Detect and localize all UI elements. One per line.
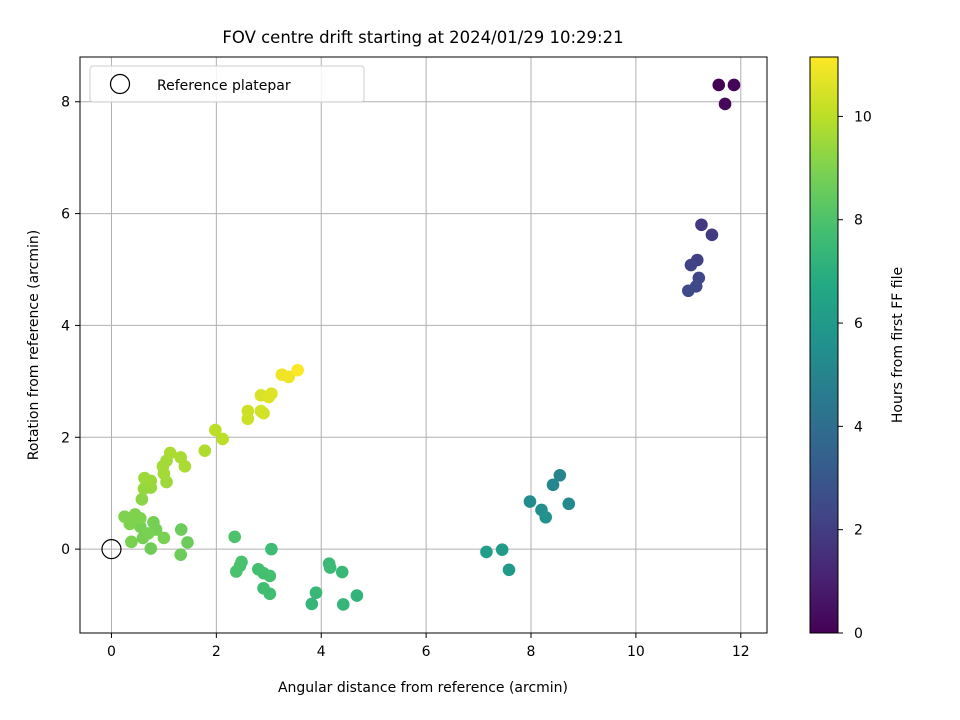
data-point — [135, 493, 149, 506]
data-point — [198, 444, 212, 457]
y-tick-label: 0 — [61, 542, 70, 558]
legend-box — [89, 65, 365, 103]
data-point — [695, 218, 708, 232]
x-tick-label: 8 — [527, 644, 536, 660]
data-point — [144, 474, 158, 488]
y-tick-label: 2 — [61, 430, 70, 446]
colorbar-label: Hours from first FF file — [890, 267, 906, 423]
data-point — [181, 536, 194, 549]
data-point — [350, 589, 364, 602]
data-point — [705, 228, 719, 242]
plot-frame — [79, 56, 768, 634]
legend: Reference platepar — [89, 65, 365, 103]
data-point — [718, 97, 732, 111]
data-point — [252, 562, 265, 576]
x-tick-label: 4 — [317, 644, 326, 660]
reference-marker — [101, 539, 122, 560]
x-tick-label: 10 — [627, 644, 645, 660]
colorbar-tick-label: 6 — [854, 316, 863, 332]
data-point — [216, 432, 229, 446]
data-point — [241, 404, 255, 418]
x-tick-label: 12 — [732, 644, 750, 660]
data-point — [305, 597, 319, 611]
data-point — [480, 545, 493, 559]
data-point — [157, 531, 171, 545]
legend-label: Reference platepar — [157, 78, 291, 94]
colorbar-tick-label: 0 — [854, 626, 863, 642]
x-axis-ticks: 0 2 4 6 8 10 12 — [107, 633, 750, 660]
data-point — [546, 478, 560, 492]
colorbar-ticks: 0 2 4 6 8 10 — [838, 109, 872, 642]
colorbar-tick-label: 8 — [854, 213, 863, 229]
data-point — [125, 535, 138, 549]
colorbar-tick-label: 2 — [854, 523, 863, 539]
data-point — [727, 78, 741, 92]
data-point — [147, 515, 160, 529]
data-point — [336, 598, 350, 611]
data-point — [502, 563, 516, 577]
data-point — [257, 406, 270, 420]
data-point — [495, 543, 509, 556]
data-point — [282, 370, 296, 384]
data-point — [163, 446, 177, 460]
data-point — [712, 78, 726, 92]
data-point — [553, 468, 567, 482]
data-point — [562, 497, 576, 511]
data-point — [523, 495, 537, 508]
x-axis-label: Angular distance from reference (arcmin) — [278, 680, 568, 696]
data-point — [323, 561, 337, 574]
y-tick-label: 8 — [61, 95, 70, 111]
y-tick-label: 6 — [61, 207, 70, 223]
y-tick-label: 4 — [61, 318, 70, 334]
data-point — [539, 510, 552, 524]
y-axis-ticks: 0 2 4 6 8 — [61, 95, 80, 558]
data-point — [134, 512, 147, 525]
data-point — [178, 460, 192, 473]
data-point — [684, 258, 698, 272]
data-point — [257, 581, 270, 595]
data-point — [209, 423, 222, 437]
data-point — [335, 565, 349, 579]
colorbar-tick-label: 4 — [854, 419, 863, 435]
data-point — [309, 586, 323, 600]
legend-marker-icon — [109, 73, 131, 95]
data-point — [291, 363, 304, 377]
colorbar: 0 2 4 6 8 10 Hours from first FF file — [809, 56, 906, 642]
data-point — [118, 510, 131, 523]
reference-platepar-marker — [101, 539, 122, 560]
data-point — [265, 542, 278, 556]
data-point — [174, 548, 187, 562]
x-tick-label: 0 — [107, 644, 116, 660]
data-point — [141, 527, 155, 540]
data-points — [118, 78, 741, 611]
chart-title: FOV centre drift starting at 2024/01/29 … — [222, 28, 623, 47]
data-point — [229, 565, 243, 578]
x-tick-label: 2 — [212, 644, 221, 660]
data-point — [228, 530, 242, 544]
y-axis-label: Rotation from reference (arcmin) — [26, 230, 42, 460]
data-point — [682, 284, 695, 298]
data-point — [144, 542, 158, 555]
data-point — [174, 523, 188, 536]
x-tick-label: 6 — [422, 644, 431, 660]
data-point — [265, 387, 278, 400]
colorbar-tick-label: 10 — [854, 109, 872, 125]
colorbar-gradient — [809, 56, 839, 634]
